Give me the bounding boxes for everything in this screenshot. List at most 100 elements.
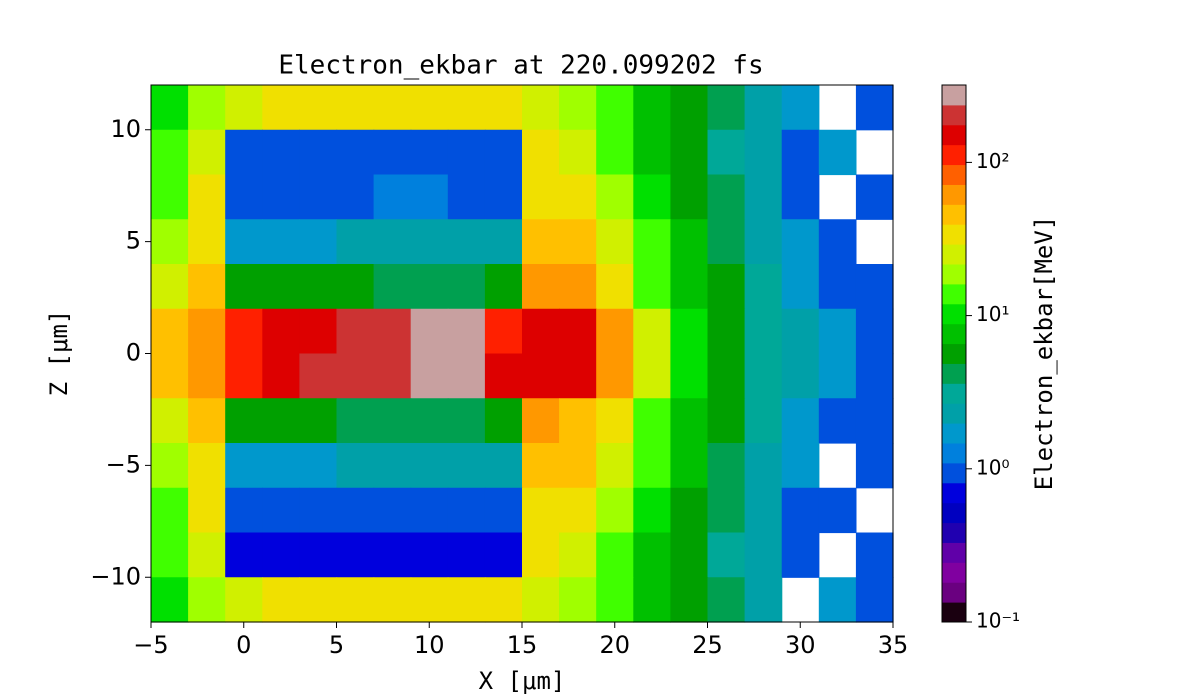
heatmap-cell — [484, 264, 523, 310]
heatmap-cell — [188, 174, 226, 220]
heatmap-cell — [336, 577, 375, 623]
heatmap-cell — [410, 308, 449, 355]
heatmap-cell — [299, 174, 338, 220]
heatmap-cell — [670, 264, 709, 310]
heatmap-cell — [225, 219, 263, 265]
heatmap-cell — [744, 353, 783, 399]
heatmap-cell — [818, 129, 857, 176]
heatmap-cell — [336, 219, 375, 265]
heatmap-cell — [262, 532, 300, 578]
heatmap-cell — [707, 129, 746, 176]
heatmap-cell — [707, 308, 746, 355]
heatmap-cell — [559, 487, 597, 534]
heatmap-cell — [781, 219, 820, 265]
heatmap-cell — [559, 532, 597, 578]
colorbar-band — [942, 184, 966, 205]
heatmap-cell — [447, 308, 486, 355]
heatmap-cell — [633, 308, 671, 355]
heatmap-cell — [855, 308, 894, 355]
colorbar-band — [942, 522, 966, 543]
heatmap-cell — [225, 353, 263, 399]
heatmap-cell — [522, 443, 560, 489]
heatmap-cell — [225, 85, 263, 131]
heatmap-cell — [262, 85, 300, 131]
heatmap-cell — [744, 174, 783, 220]
heatmap-cell — [633, 532, 671, 578]
colorbar-band — [942, 244, 966, 265]
heatmap-cell — [373, 443, 412, 489]
heatmap-cell — [596, 577, 634, 623]
heatmap-cell — [633, 174, 671, 220]
heatmap-cell — [336, 174, 375, 220]
heatmap-cell — [188, 532, 226, 578]
heatmap-cell — [151, 85, 189, 131]
heatmap-cell — [225, 398, 263, 444]
x-tick-label: 0 — [236, 631, 251, 659]
colorbar-tick-label: 10⁻¹ — [976, 609, 1020, 633]
heatmap-cell — [447, 443, 486, 489]
heatmap-cell — [855, 532, 894, 578]
heatmap-cell — [596, 353, 634, 399]
heatmap-cell — [559, 264, 597, 310]
heatmap-cell — [596, 174, 634, 220]
heatmap-cell — [596, 219, 634, 265]
heatmap-cell — [373, 129, 412, 176]
heatmap-cell — [855, 398, 894, 444]
heatmap-cell — [818, 353, 857, 399]
heatmap-cell — [225, 174, 263, 220]
heatmap-cell — [410, 532, 449, 578]
heatmap-cell — [410, 219, 449, 265]
heatmap-cell — [670, 174, 709, 220]
heatmap-cell — [484, 532, 523, 578]
heatmap-cell — [670, 398, 709, 444]
colorbar-band — [942, 343, 966, 364]
heatmap-cell — [299, 353, 338, 399]
heatmap-cell — [522, 85, 560, 131]
heatmap-cell — [744, 532, 783, 578]
colorbar-band — [942, 502, 966, 524]
heatmap-cell — [855, 443, 894, 489]
heatmap-cell — [818, 487, 857, 534]
heatmap-cell — [744, 487, 783, 534]
heatmap-cell — [670, 577, 709, 623]
heatmap-cell — [188, 129, 226, 176]
heatmap-cell — [818, 308, 857, 355]
heatmap-cell — [781, 353, 820, 399]
heatmap-cell — [373, 353, 412, 399]
heatmap-cell — [522, 398, 560, 444]
heatmap-cell — [744, 219, 783, 265]
heatmap-cell — [559, 174, 597, 220]
heatmap-cell — [299, 443, 338, 489]
heatmap-cell — [151, 353, 189, 399]
heatmap-cell — [447, 577, 486, 623]
heatmap-cell — [596, 264, 634, 310]
heatmap-cell — [744, 129, 783, 176]
colorbar-band — [942, 562, 966, 583]
heatmap-cell — [633, 443, 671, 489]
heatmap-cell — [151, 264, 189, 310]
heatmap-cell — [151, 398, 189, 444]
heatmap-cell — [151, 577, 189, 623]
x-tick-label: 35 — [878, 631, 909, 659]
heatmap-cell — [447, 85, 486, 131]
heatmap-cell — [299, 219, 338, 265]
heatmap-cell — [225, 532, 263, 578]
colorbar-band — [942, 383, 966, 404]
heatmap-cell — [818, 398, 857, 444]
heatmap-cell — [484, 219, 523, 265]
heatmap-cell — [522, 129, 560, 176]
heatmap-cell — [781, 85, 820, 131]
heatmap-cell — [299, 398, 338, 444]
x-tick-label: −5 — [133, 631, 168, 659]
y-tick-label: −5 — [106, 450, 141, 478]
heatmap-cell — [633, 85, 671, 131]
heatmap-cell — [447, 398, 486, 444]
colorbar-band — [942, 144, 966, 166]
colorbar-band — [942, 224, 966, 245]
heatmap-cell — [336, 487, 375, 534]
heatmap-cell — [262, 308, 300, 355]
heatmap-cell — [225, 443, 263, 489]
heatmap-cell — [744, 577, 783, 623]
heatmap-cell — [188, 443, 226, 489]
